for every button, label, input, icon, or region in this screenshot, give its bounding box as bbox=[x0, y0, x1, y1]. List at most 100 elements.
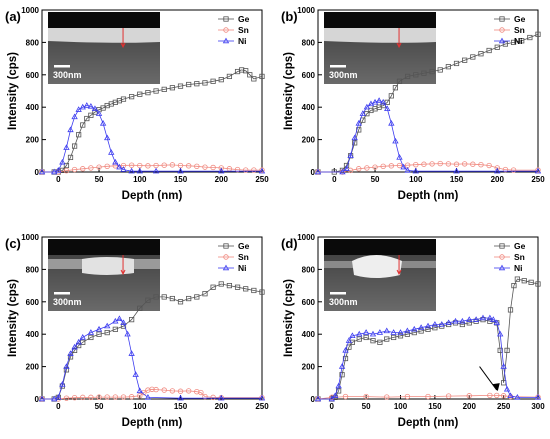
sn-marker bbox=[96, 164, 102, 170]
inset-grain bbox=[352, 255, 402, 278]
sn-marker bbox=[88, 165, 94, 171]
ge-marker bbox=[391, 334, 397, 341]
sn-marker bbox=[71, 395, 78, 401]
ni-marker bbox=[431, 321, 439, 327]
annotation-arrow bbox=[479, 366, 498, 391]
ni-marker bbox=[152, 167, 160, 174]
ge-marker bbox=[360, 117, 366, 123]
y-tick-label: 400 bbox=[302, 103, 316, 112]
sn-marker bbox=[445, 393, 452, 399]
sn-marker bbox=[384, 394, 390, 400]
ge-marker bbox=[356, 336, 362, 342]
x-tick-label: 150 bbox=[174, 402, 188, 411]
ni-marker bbox=[388, 119, 395, 126]
x-tick-label: 200 bbox=[215, 175, 229, 184]
ni-marker bbox=[479, 314, 487, 321]
ni-marker bbox=[376, 329, 384, 335]
x-tick-label: 50 bbox=[362, 402, 371, 411]
y-tick-label: 400 bbox=[302, 330, 316, 339]
ni-marker bbox=[384, 105, 391, 112]
ni-marker bbox=[75, 338, 82, 345]
sn-marker bbox=[425, 393, 431, 400]
ni-marker bbox=[38, 395, 46, 402]
ge-marker bbox=[527, 34, 533, 41]
sn-marker bbox=[437, 160, 443, 167]
ni-marker bbox=[339, 168, 346, 175]
sn-marker bbox=[466, 393, 472, 399]
ni-marker bbox=[355, 119, 362, 126]
ni-marker bbox=[128, 350, 135, 356]
ge-marker bbox=[339, 372, 345, 378]
scale-bar-label: 300nm bbox=[329, 70, 358, 80]
ni-marker bbox=[124, 330, 131, 337]
ge-marker bbox=[453, 60, 460, 67]
sn-marker bbox=[421, 161, 427, 167]
sn-marker bbox=[194, 163, 200, 170]
sn-marker bbox=[363, 393, 369, 400]
ge-marker bbox=[129, 317, 135, 323]
series-ni bbox=[38, 102, 266, 175]
sn-marker bbox=[185, 163, 192, 169]
ni-marker bbox=[55, 393, 62, 400]
legend-label: Sn bbox=[514, 252, 525, 262]
sn-marker bbox=[169, 162, 176, 168]
sn-marker bbox=[470, 161, 476, 167]
sn-marker bbox=[149, 386, 155, 392]
series-ni bbox=[314, 314, 542, 402]
sn-marker bbox=[380, 163, 386, 170]
ni-marker bbox=[494, 167, 501, 174]
x-tick-label: 150 bbox=[174, 175, 188, 184]
ge-marker bbox=[80, 122, 86, 128]
annotation-arrowhead bbox=[492, 383, 500, 392]
ge-marker bbox=[137, 305, 143, 311]
y-tick-label: 600 bbox=[26, 71, 40, 80]
sn-marker bbox=[161, 162, 167, 168]
x-tick-label: 200 bbox=[463, 402, 477, 411]
ni-marker bbox=[67, 350, 74, 356]
x-tick-label: 100 bbox=[133, 175, 147, 184]
ni-marker bbox=[144, 393, 152, 400]
ni-marker bbox=[498, 37, 506, 44]
sn-marker bbox=[128, 162, 135, 168]
y-tick-label: 600 bbox=[302, 298, 316, 307]
series-line-sn bbox=[42, 164, 262, 173]
ge-marker bbox=[226, 73, 233, 80]
ge-marker bbox=[478, 51, 484, 57]
ge-marker bbox=[194, 81, 200, 87]
sn-marker bbox=[535, 167, 541, 173]
y-tick-label: 400 bbox=[26, 103, 40, 112]
ni-marker bbox=[55, 166, 62, 173]
ni-marker bbox=[83, 102, 91, 108]
ge-marker bbox=[177, 299, 184, 305]
ge-marker bbox=[63, 162, 70, 169]
ni-marker bbox=[375, 97, 383, 103]
ni-marker bbox=[132, 371, 139, 377]
chart-panel-c: 0 200 400 600 800 1000 0 50 100 150 200 250 Depth (n… bbox=[5, 233, 269, 429]
ni-marker bbox=[349, 332, 356, 339]
ge-marker bbox=[251, 76, 257, 82]
ni-marker bbox=[507, 392, 514, 398]
sn-marker bbox=[461, 161, 468, 167]
ni-marker bbox=[218, 167, 225, 174]
legend-label: Ge bbox=[238, 241, 250, 251]
ge-marker bbox=[186, 295, 192, 302]
ni-marker bbox=[71, 343, 78, 350]
ni-marker bbox=[400, 163, 407, 170]
inset-tem-image: 300nm bbox=[48, 12, 160, 84]
ni-marker bbox=[351, 134, 358, 141]
ni-marker bbox=[356, 330, 363, 337]
y-tick-label: 400 bbox=[26, 330, 40, 339]
sn-marker bbox=[104, 394, 110, 400]
series-line-ni bbox=[42, 105, 262, 173]
ni-marker bbox=[369, 330, 377, 337]
ni-marker bbox=[328, 395, 335, 402]
sn-marker bbox=[128, 394, 135, 400]
ge-marker bbox=[169, 85, 175, 91]
x-tick-label: 0 bbox=[56, 175, 61, 184]
ge-marker bbox=[405, 73, 411, 80]
x-tick-label: 150 bbox=[450, 175, 464, 184]
y-tick-label: 200 bbox=[302, 136, 316, 145]
ni-marker bbox=[343, 165, 350, 171]
ge-marker bbox=[145, 90, 151, 96]
